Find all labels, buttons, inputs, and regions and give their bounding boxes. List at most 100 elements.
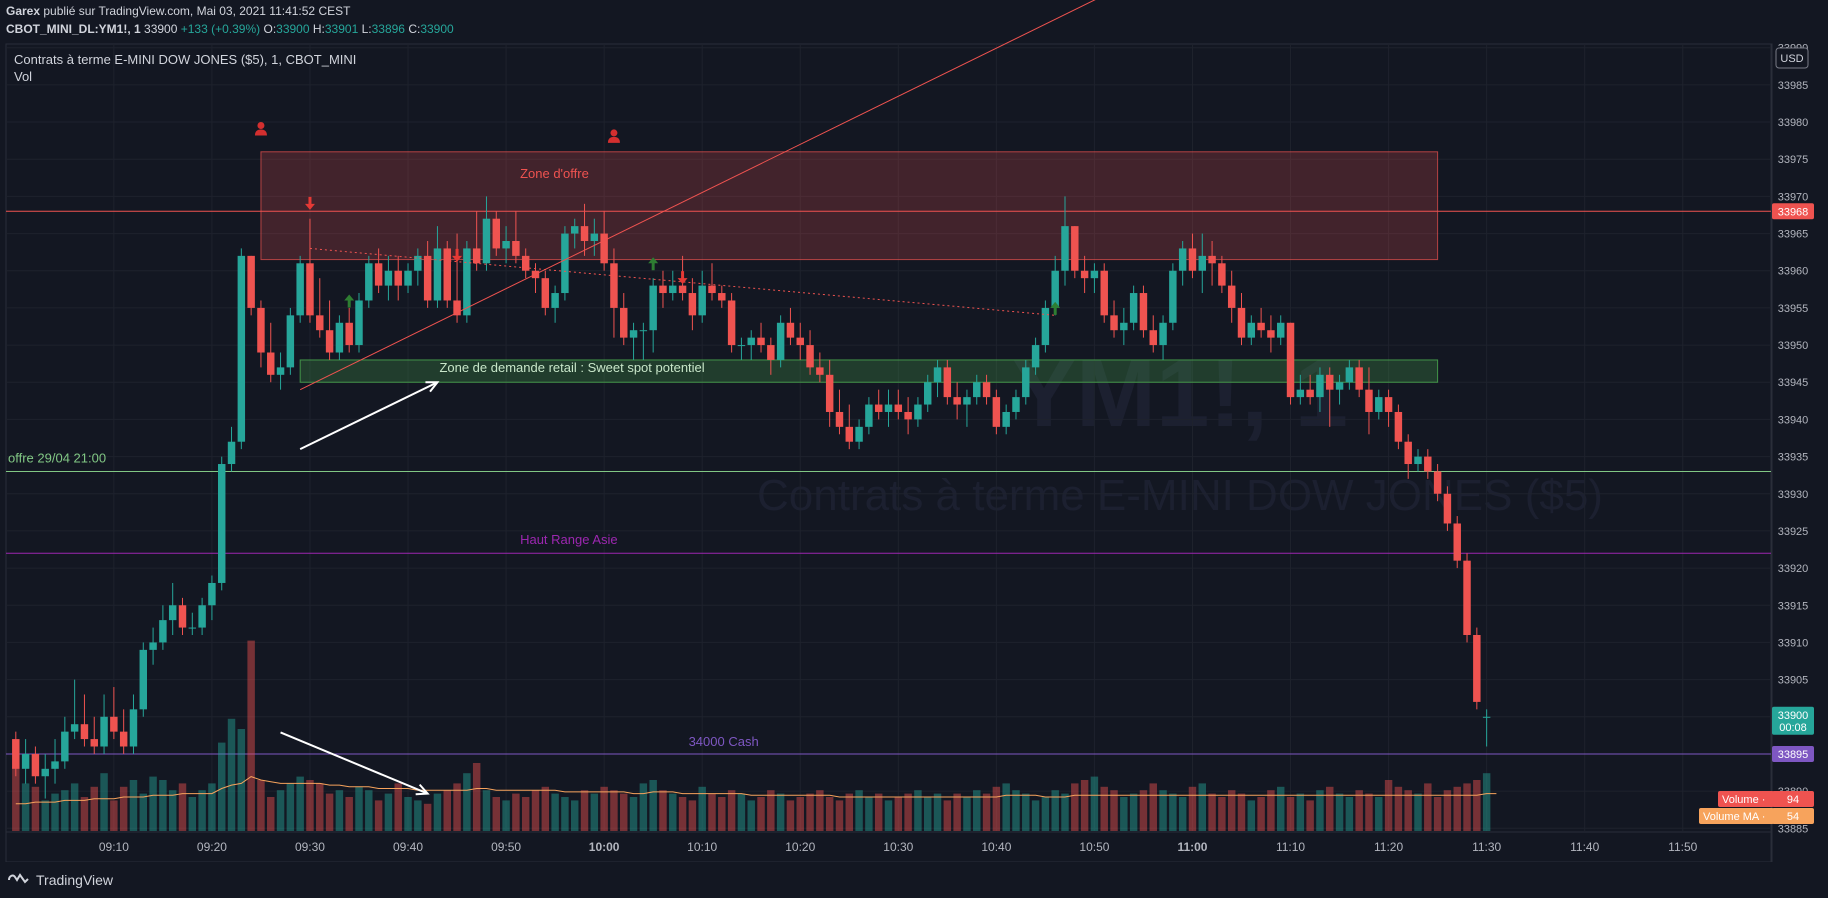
candle-body	[904, 411, 912, 420]
high-value: 33901	[324, 22, 359, 36]
volume-bar	[325, 793, 334, 831]
volume-bar	[70, 783, 79, 831]
candle-body	[806, 345, 814, 368]
volume-bar	[247, 640, 255, 831]
y-tick-label: 33975	[1778, 154, 1809, 166]
volume-bar	[414, 800, 422, 831]
volume-bar	[1326, 786, 1334, 831]
x-tick-label: 10:10	[687, 840, 717, 854]
volume-bar	[1178, 797, 1187, 831]
demand-zone-box	[299, 359, 1439, 383]
symbol-label[interactable]: CBOT_MINI_DL:YM1!, 1	[6, 22, 141, 36]
candle-body	[139, 649, 148, 710]
volume-bar	[453, 783, 461, 831]
drawn-arrows	[280, 381, 440, 796]
volume-bar	[1306, 800, 1314, 831]
trendlines	[299, 0, 1096, 391]
tradingview-logo-icon	[8, 873, 29, 884]
volume-bar	[12, 766, 20, 831]
volume-bar	[1129, 793, 1138, 831]
volume-bar	[669, 793, 677, 831]
price-arrow	[299, 381, 440, 451]
candle-body	[923, 382, 932, 405]
volume-label-box	[1718, 791, 1774, 807]
candle-body	[1159, 322, 1167, 346]
price-label-box	[1772, 706, 1814, 735]
chart-frame	[5, 43, 1773, 862]
volume-bar	[1208, 793, 1216, 831]
volume-bar	[580, 790, 589, 831]
price-label-box	[1772, 203, 1814, 220]
x-tick-label: 10:20	[785, 840, 815, 854]
candle-body	[639, 330, 648, 332]
candle-body	[933, 367, 942, 383]
volume-bar	[1198, 783, 1207, 831]
candle-body	[884, 404, 893, 412]
candle-body	[325, 330, 334, 353]
x-tick-label: 10:00	[589, 840, 620, 854]
volume-bar	[463, 773, 471, 831]
publisher-name[interactable]: Garex	[6, 4, 41, 18]
volume-bar	[51, 793, 59, 831]
volume-bar	[502, 800, 510, 831]
price-chart[interactable]: YM1!, 1 Contrats à terme E-MINI DOW JONE…	[0, 0, 1828, 862]
volume-bar	[923, 797, 932, 831]
candle-body	[237, 255, 246, 442]
volume-bar	[257, 780, 265, 831]
volume-bar	[1414, 793, 1422, 831]
candle-body	[659, 285, 667, 294]
volume-bar	[168, 790, 177, 831]
candle-body	[1051, 270, 1059, 308]
candle-body	[1384, 397, 1393, 412]
y-tick-label: 33925	[1778, 526, 1809, 538]
watermark-name: Contrats à terme E-MINI DOW JONES ($5)	[757, 471, 1603, 520]
candle-body	[512, 241, 520, 256]
person-icon	[254, 121, 267, 136]
volume-bar	[31, 786, 40, 831]
candle-body	[825, 374, 834, 412]
arrow-head	[425, 381, 440, 393]
sell-arrow-icon	[677, 271, 688, 285]
volume-bar	[1051, 790, 1059, 831]
candle-body	[914, 404, 922, 420]
candle-body	[41, 768, 49, 777]
candle-body	[963, 397, 971, 405]
volume-arrow	[280, 731, 430, 796]
arrow-shaft	[299, 381, 438, 451]
volume-bar	[541, 786, 550, 831]
volume-ma-line	[15, 776, 1497, 805]
candle-body	[1100, 270, 1108, 316]
candle-body	[688, 293, 697, 316]
x-tick-label: 10:50	[1079, 840, 1109, 854]
footer: TradingView	[0, 862, 1828, 898]
candle-body	[443, 248, 451, 301]
candle-body	[12, 739, 20, 769]
volume-bar	[1061, 793, 1069, 831]
ohlc-line: CBOT_MINI_DL:YM1!, 1 33900 +133 (+0.39%)…	[6, 22, 454, 36]
volume-bar	[1159, 790, 1167, 831]
volume-ma	[15, 776, 1497, 805]
y-tick-label: 33955	[1778, 303, 1809, 315]
candle-body	[1316, 374, 1324, 398]
volume-bar	[708, 793, 716, 831]
close-label: C:	[408, 22, 421, 36]
volume-bars	[12, 640, 1491, 831]
time-axis[interactable]: 09:10 09:20 09:30 09:40 09:50 10:00 10:10 10:20…	[99, 840, 1698, 854]
volume-bar	[21, 783, 30, 831]
volume-bar	[1355, 790, 1363, 831]
tradingview-logo[interactable]: TradingView	[8, 872, 113, 888]
currency-badge[interactable]	[1775, 47, 1809, 69]
volume-bar	[384, 793, 393, 831]
volume-bar	[629, 797, 638, 831]
candle-body	[227, 441, 236, 465]
candle-body	[119, 731, 128, 747]
y-tick-label: 33950	[1778, 340, 1809, 352]
volume-bar	[227, 718, 236, 831]
volume-bar	[1296, 793, 1305, 831]
volume-bar	[845, 793, 854, 831]
candle-body	[698, 285, 706, 316]
candle-body	[1218, 263, 1226, 286]
candle-body	[423, 255, 432, 301]
volume-bar	[953, 793, 961, 831]
x-tick-label: 09:40	[393, 840, 423, 854]
